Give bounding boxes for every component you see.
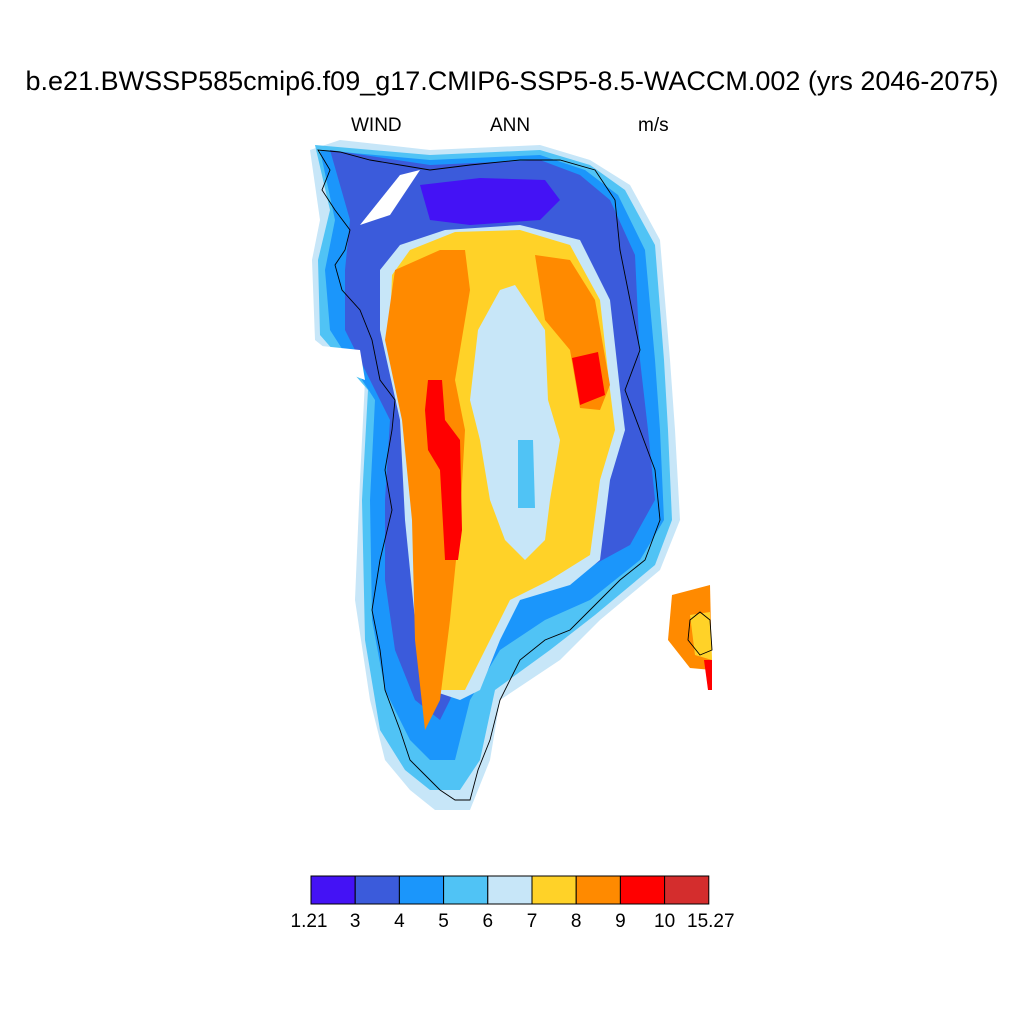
- field-band-9-10-east: [572, 352, 605, 405]
- colorbar-tick-label: 8: [570, 911, 582, 932]
- units-label: m/s: [638, 115, 669, 136]
- colorbar-box: [354, 875, 400, 905]
- field-band-5-6-center: [518, 440, 535, 508]
- colorbar-tick-label: 10: [654, 911, 676, 932]
- colorbar-tick-label: 1.21: [290, 911, 328, 932]
- colorbar-tick-label: 4: [394, 911, 405, 932]
- colorbar-box: [664, 875, 710, 905]
- colorbar-box: [398, 875, 445, 905]
- colorbar-tick-label: 6: [482, 911, 494, 932]
- colorbar-tick-label: 15.27: [687, 911, 735, 932]
- period-label: ANN: [490, 115, 531, 136]
- colorbar-boxes: [310, 875, 710, 905]
- greenland-coastline: [317, 149, 661, 801]
- colorbar-box: [443, 875, 489, 905]
- colorbar-box: [310, 875, 356, 905]
- wind-field: [310, 140, 712, 810]
- colorbar-box: [487, 875, 533, 905]
- colorbar-tick-label: 5: [438, 911, 449, 932]
- coastline: [317, 149, 713, 801]
- colorbar-box: [575, 875, 621, 905]
- field-island-red: [704, 660, 712, 690]
- colorbar-tick-label: 7: [526, 911, 538, 932]
- colorbar-tick-label: 9: [615, 911, 626, 932]
- field-gap-nw: [360, 170, 420, 225]
- field-band-8-9: [385, 250, 470, 730]
- field-island-yellow: [690, 612, 712, 660]
- field-band-6-7-center: [470, 285, 560, 560]
- variable-label: WIND: [351, 115, 402, 136]
- colorbar-box: [619, 875, 666, 905]
- island-coastline: [687, 611, 713, 656]
- colorbar-box: [531, 875, 577, 905]
- plot-title: b.e21.BWSSP585cmip6.f09_g17.CMIP6-SSP5-8…: [25, 66, 999, 96]
- field-gap-w: [312, 345, 365, 380]
- field-band-9-10-west: [425, 380, 462, 560]
- colorbar-tick-label: 3: [349, 911, 361, 932]
- field-band-1-3: [420, 178, 560, 225]
